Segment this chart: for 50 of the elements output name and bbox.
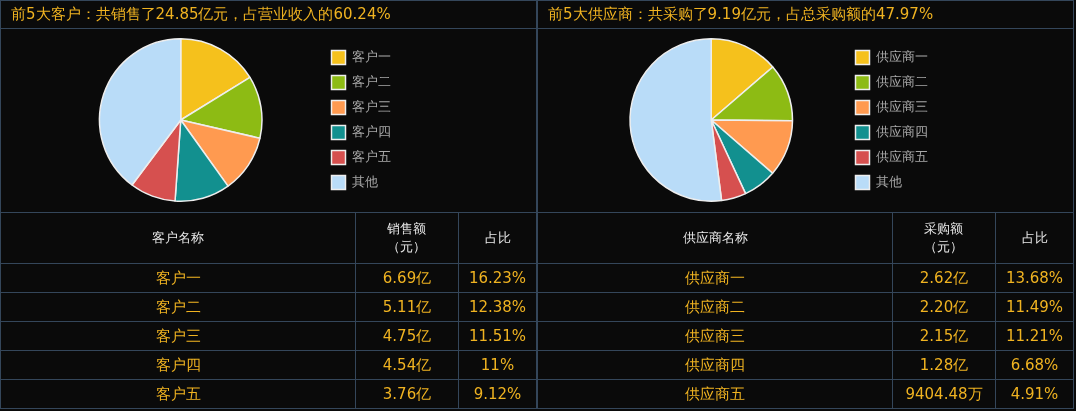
category-label: 客户四 [155, 355, 201, 374]
category-label: 客户一 [155, 268, 201, 287]
category-label: 客户二 [155, 297, 201, 316]
text: 2.62亿 [892, 263, 996, 293]
text: 12.38% [458, 292, 537, 322]
text: 占比 [1021, 229, 1048, 247]
legend-label: 供应商一 [876, 48, 928, 64]
text: 供应商名称 [682, 229, 748, 247]
text: 1.28亿 [892, 350, 996, 380]
text: 11.21% [995, 321, 1074, 351]
text: 5.11亿 [355, 292, 459, 322]
chart-title: 前5大客户：共销售了24.85亿元，占营业收入的60.24% [0, 0, 537, 29]
category-label: 供应商三 [685, 326, 745, 345]
text: 11% [458, 350, 537, 380]
legend-label: 供应商五 [876, 148, 928, 164]
legend-label: 供应商二 [876, 73, 928, 89]
text: 9404.48万 [892, 379, 996, 409]
text: 6.69亿 [355, 263, 459, 293]
text: 2.20亿 [892, 292, 996, 322]
legend-label: 客户五 [352, 148, 391, 164]
text: 2.15亿 [892, 321, 996, 351]
category-label: 供应商四 [685, 355, 745, 374]
legend-label: 客户三 [352, 98, 391, 114]
text: 4.75亿 [355, 321, 459, 351]
category-label: 供应商一 [685, 268, 745, 287]
category-label: 供应商五 [685, 384, 745, 403]
text: 9.12% [458, 379, 537, 409]
text: 占比 [484, 229, 511, 247]
category-label: 客户五 [155, 384, 201, 403]
text: 11.49% [995, 292, 1074, 322]
text: 4.54亿 [355, 350, 459, 380]
text: 6.68% [995, 350, 1074, 380]
chart-title: 前5大供应商：共采购了9.19亿元，占总采购额的47.97% [537, 0, 1074, 29]
text: 3.76亿 [355, 379, 459, 409]
text: 16.23% [458, 263, 537, 293]
text: 销售额（元） [386, 220, 428, 256]
text: 13.68% [995, 263, 1074, 293]
category-label: 供应商二 [685, 297, 745, 316]
text: 4.91% [995, 379, 1074, 409]
legend-label: 客户二 [352, 73, 391, 89]
legend-label: 客户一 [352, 48, 391, 64]
legend-label: 其他 [876, 173, 902, 189]
legend-label: 其他 [352, 173, 378, 189]
legend-label: 客户四 [352, 123, 391, 139]
category-label: 客户三 [155, 326, 201, 345]
text: 采购额（元） [923, 220, 965, 256]
legend-label: 供应商三 [876, 98, 928, 114]
text: 客户名称 [152, 229, 204, 247]
legend-label: 供应商四 [876, 123, 928, 139]
text: 11.51% [458, 321, 537, 351]
